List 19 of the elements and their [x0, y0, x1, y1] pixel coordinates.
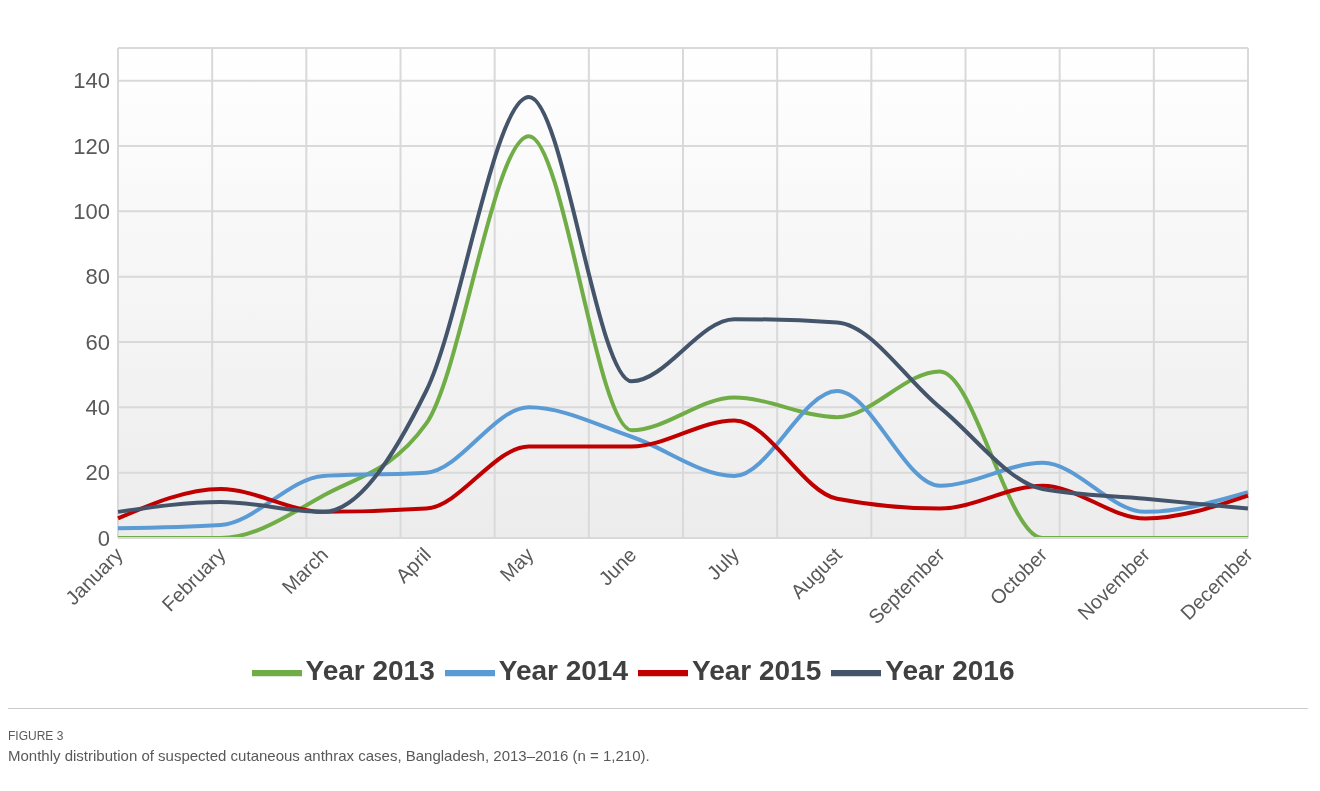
line-series — [116, 418, 1250, 521]
y-tick-label: 20 — [85, 460, 110, 486]
caption: FIGURE 3 — [8, 729, 65, 743]
y-tick-label: 0 — [97, 525, 110, 551]
text: Monthly distribution of suspected cutaneous anthrax cases, Bangladesh, 2013–2016 (n = 1,210). — [8, 747, 651, 764]
x-tick-label: June — [594, 543, 641, 590]
line-series — [116, 389, 1250, 531]
y-tick-label: 40 — [85, 395, 110, 421]
y-tick-label: 140 — [73, 68, 110, 94]
legend-label: Year 2014 — [498, 655, 628, 687]
y-tick-label: 120 — [73, 133, 110, 159]
y-tick-label: 80 — [85, 264, 110, 290]
y-tick-label: 60 — [85, 329, 110, 355]
y-tick-label: 100 — [73, 199, 110, 225]
legend-label: Year 2015 — [692, 655, 822, 687]
x-tick-label: July — [702, 543, 744, 585]
legend-label: Year 2016 — [885, 655, 1015, 687]
x-tick-label: May — [495, 543, 538, 586]
legend-label: Year 2013 — [305, 655, 435, 687]
